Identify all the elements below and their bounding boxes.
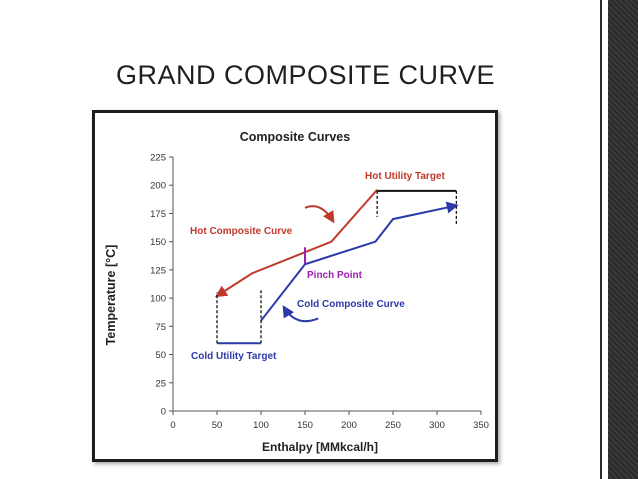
hot-curve-label: Hot Composite Curve	[190, 226, 293, 237]
x-axis-label: Enthalpy [MMkcal/h]	[262, 440, 378, 454]
y-tick-label: 100	[150, 294, 166, 305]
y-tick-label: 50	[155, 350, 166, 361]
composite-curves-chart: Composite Curves 0 50 100 150 200 250 300 350 0 2…	[104, 130, 489, 454]
slide-title: GRAND COMPOSITE CURVE	[116, 60, 496, 90]
cold-composite-curve-line	[260, 201, 459, 322]
hot-curve-callout-arrow	[304, 205, 335, 224]
x-tick-label: 200	[341, 420, 357, 431]
y-tick-label: 0	[161, 407, 166, 418]
y-tick-label: 75	[155, 322, 166, 333]
x-tick-label: 50	[212, 420, 223, 431]
y-tick-label: 25	[155, 378, 166, 389]
chart-axes: 0 50 100 150 200 250 300 350 0 25 50 75 100 125 150 175…	[150, 153, 489, 432]
y-tick-label: 125	[150, 265, 166, 276]
chart-marks	[214, 189, 459, 345]
side-decorative-strip	[608, 0, 638, 479]
chart-frame: Composite Curves 0 50 100 150 200 250 300 350 0 2…	[92, 110, 498, 462]
chart-title: Composite Curves	[240, 130, 350, 144]
y-tick-label: 200	[150, 181, 166, 192]
cold-curve-callout-arrow	[282, 305, 319, 323]
cold-utility-target-label: Cold Utility Target	[191, 351, 277, 362]
y-tick-label: 175	[150, 209, 166, 220]
x-tick-label: 350	[473, 420, 489, 431]
x-tick-label: 0	[170, 420, 175, 431]
y-tick-label: 225	[150, 153, 166, 164]
x-tick-label: 300	[429, 420, 445, 431]
x-tick-label: 250	[385, 420, 401, 431]
y-axis-label: Temperature [°C]	[104, 245, 118, 346]
hot-utility-target-label: Hot Utility Target	[365, 171, 445, 182]
pinch-point-label: Pinch Point	[307, 270, 363, 281]
y-tick-label: 150	[150, 237, 166, 248]
side-divider-line	[600, 0, 602, 479]
x-tick-label: 150	[297, 420, 313, 431]
cold-curve-label: Cold Composite Curve	[297, 299, 405, 310]
x-tick-label: 100	[253, 420, 269, 431]
hot-composite-curve-line	[214, 189, 378, 298]
